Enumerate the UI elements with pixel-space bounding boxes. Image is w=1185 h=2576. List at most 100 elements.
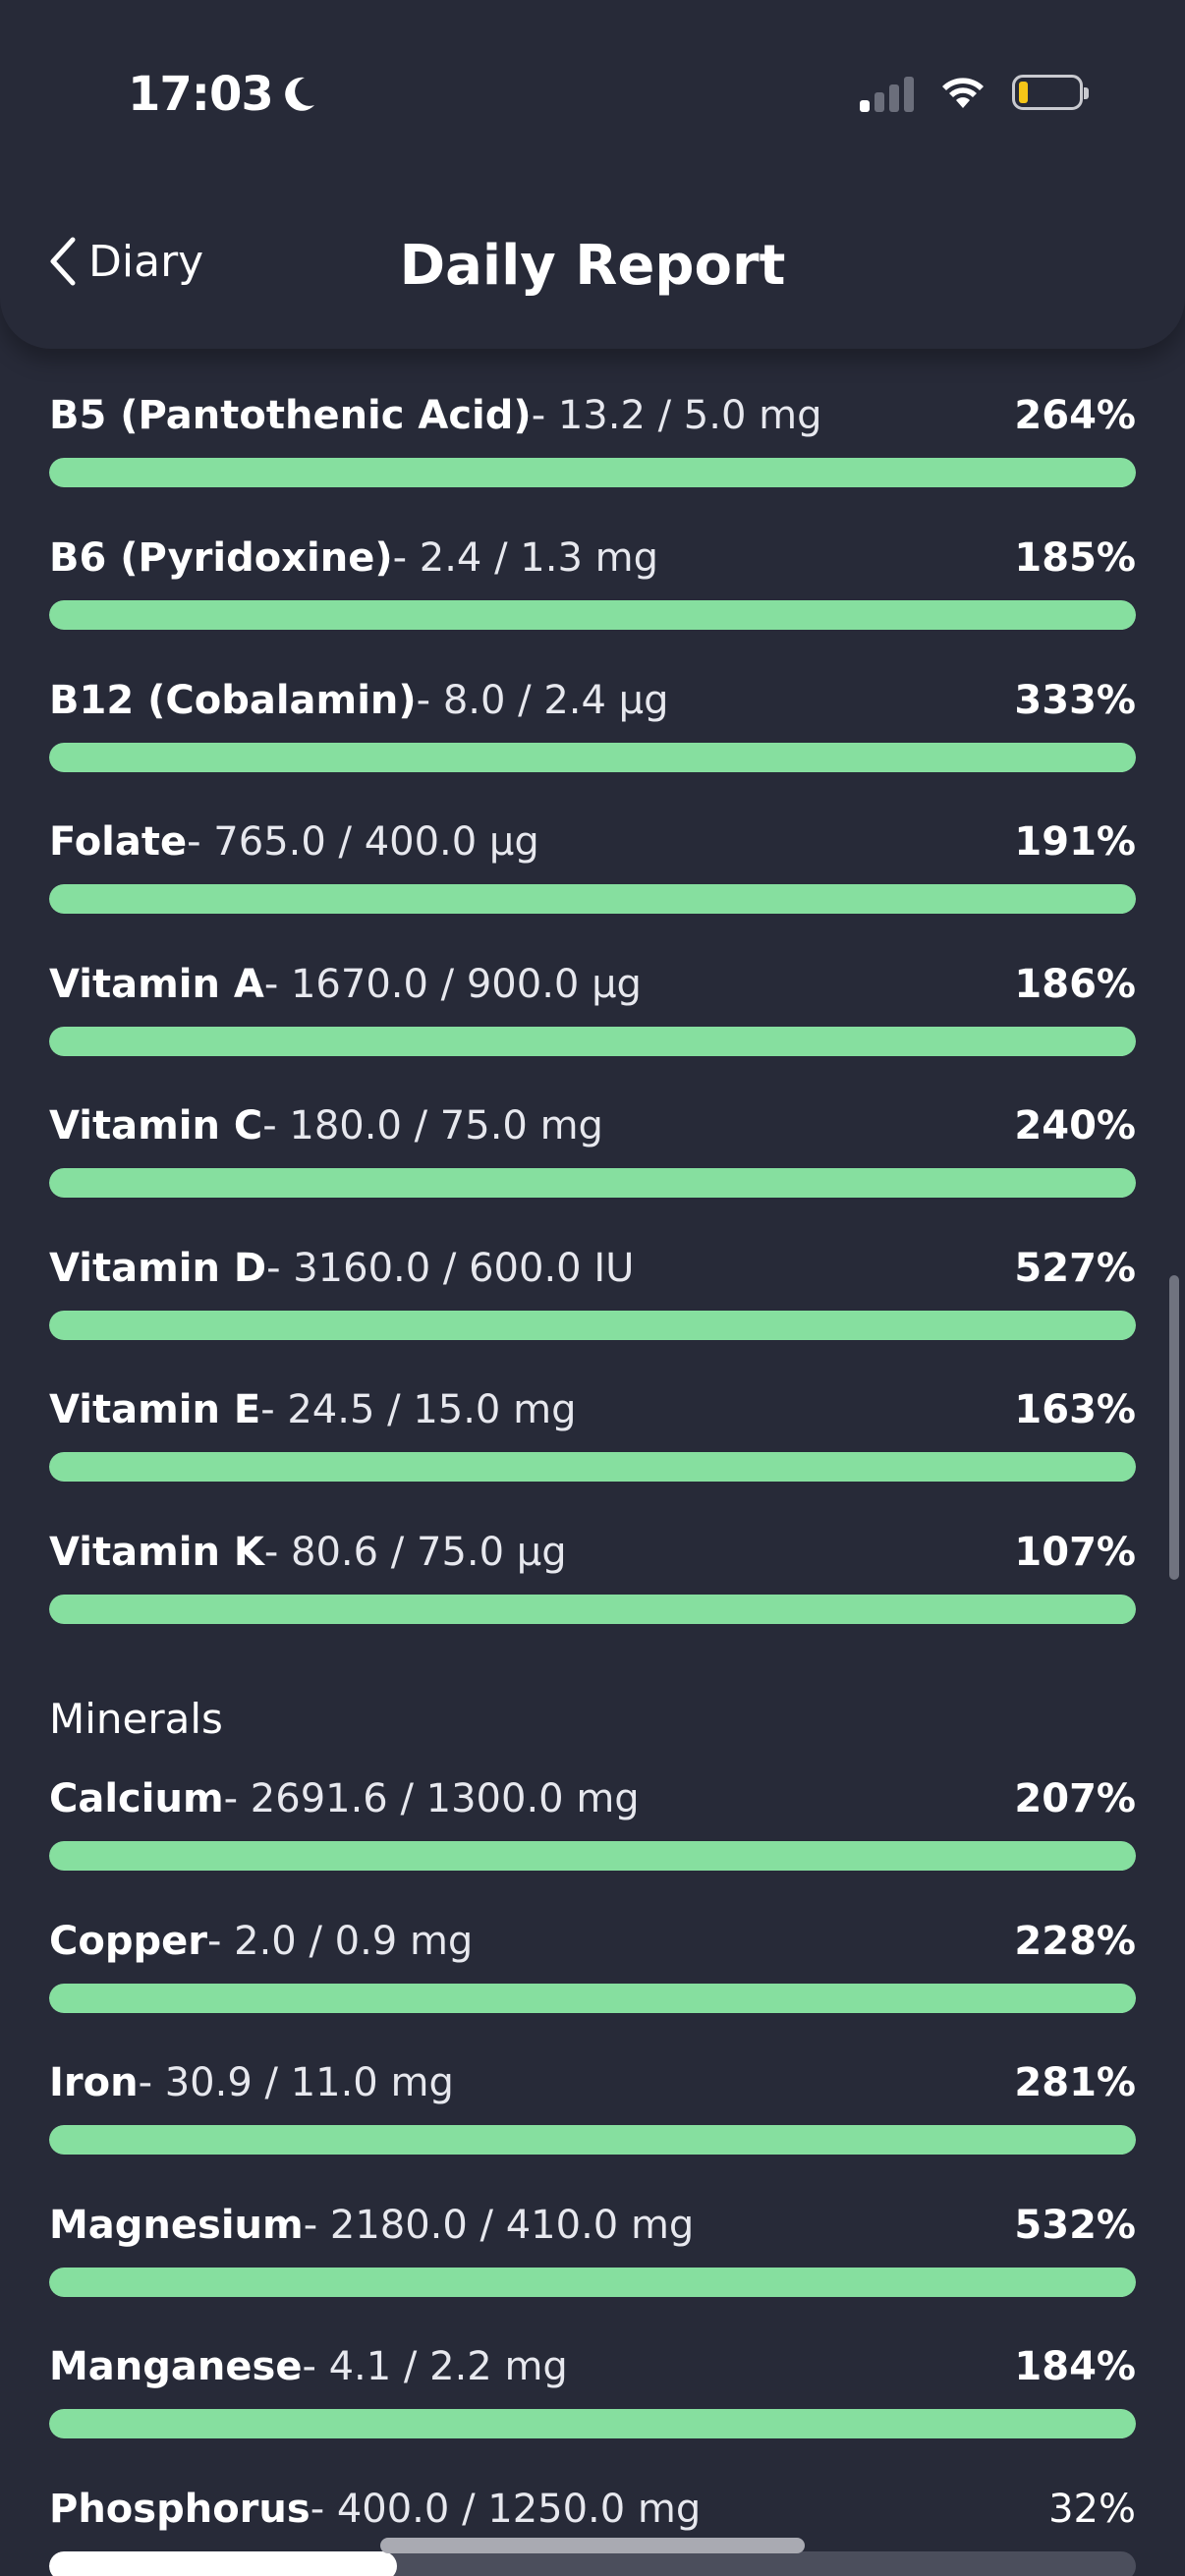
- nutrient-row-text: Folate- 765.0 / 400.0 μg 191%: [49, 819, 1136, 874]
- nutrient-name: Calcium: [49, 1776, 224, 1821]
- nutrient-name: Phosphorus: [49, 2487, 310, 2532]
- nutrient-name: B6 (Pyridoxine): [49, 535, 393, 581]
- nutrient-name: B5 (Pantothenic Acid): [49, 393, 532, 438]
- nutrient-amount: - 3160.0 / 600.0 IU: [266, 1246, 635, 1291]
- nutrient-amount: - 2.0 / 0.9 mg: [206, 1919, 474, 1964]
- nutrient-percent: 527%: [1014, 1246, 1136, 1291]
- nutrient-row-text: Vitamin D- 3160.0 / 600.0 IU 527%: [49, 1246, 1136, 1301]
- nutrient-amount: - 8.0 / 2.4 μg: [416, 678, 669, 723]
- chevron-left-icon: [50, 237, 76, 286]
- nutrient-row: Phosphorus- 400.0 / 1250.0 mg 32%: [49, 2487, 1136, 2576]
- status-icons: [860, 73, 1089, 112]
- nutrient-label: B12 (Cobalamin)- 8.0 / 2.4 μg: [49, 678, 669, 723]
- moon-icon: [285, 77, 314, 111]
- nutrient-percent: 281%: [1014, 2060, 1136, 2105]
- nutrient-percent: 240%: [1014, 1103, 1136, 1148]
- nutrient-name: Magnesium: [49, 2203, 304, 2248]
- progress-bar-fill: [49, 1027, 1136, 1056]
- nutrient-amount: - 765.0 / 400.0 μg: [187, 819, 539, 865]
- section-title-minerals: Minerals: [49, 1695, 223, 1743]
- nutrient-percent: 32%: [1048, 2487, 1136, 2532]
- nutrient-row: Vitamin K- 80.6 / 75.0 μg 107%: [49, 1530, 1136, 1624]
- nutrient-row-text: Magnesium- 2180.0 / 410.0 mg 532%: [49, 2203, 1136, 2258]
- progress-bar-fill: [49, 1595, 1136, 1624]
- nutrient-label: Calcium- 2691.6 / 1300.0 mg: [49, 1776, 640, 1821]
- nutrient-percent: 163%: [1014, 1387, 1136, 1432]
- home-indicator[interactable]: [380, 2538, 805, 2553]
- nutrient-label: Vitamin K- 80.6 / 75.0 μg: [49, 1530, 567, 1575]
- nutrient-amount: - 13.2 / 5.0 mg: [531, 393, 822, 438]
- progress-bar: [49, 1841, 1136, 1871]
- nutrient-percent: 107%: [1014, 1530, 1136, 1575]
- progress-bar-fill: [49, 458, 1136, 487]
- nutrient-row-text: Manganese- 4.1 / 2.2 mg 184%: [49, 2344, 1136, 2399]
- nutrient-label: B6 (Pyridoxine)- 2.4 / 1.3 mg: [49, 535, 658, 581]
- nutrient-amount: - 180.0 / 75.0 mg: [262, 1103, 603, 1148]
- nutrient-name: Vitamin D: [49, 1246, 267, 1291]
- nutrient-name: Manganese: [49, 2344, 303, 2389]
- nutrient-row: Vitamin C- 180.0 / 75.0 mg 240%: [49, 1103, 1136, 1198]
- nutrient-label: B5 (Pantothenic Acid)- 13.2 / 5.0 mg: [49, 393, 822, 438]
- wifi-icon: [942, 78, 984, 108]
- progress-bar: [49, 884, 1136, 914]
- nutrient-label: Copper- 2.0 / 0.9 mg: [49, 1919, 473, 1964]
- progress-bar: [49, 1027, 1136, 1056]
- nutrient-label: Vitamin D- 3160.0 / 600.0 IU: [49, 1246, 634, 1291]
- progress-bar: [49, 458, 1136, 487]
- progress-bar-fill: [49, 884, 1136, 914]
- nutrient-row-text: Vitamin A- 1670.0 / 900.0 μg 186%: [49, 962, 1136, 1017]
- nutrient-row: B5 (Pantothenic Acid)- 13.2 / 5.0 mg 264%: [49, 393, 1136, 487]
- nutrient-amount: - 80.6 / 75.0 μg: [263, 1530, 567, 1575]
- nutrient-row-text: B12 (Cobalamin)- 8.0 / 2.4 μg 333%: [49, 678, 1136, 733]
- progress-bar: [49, 1311, 1136, 1340]
- nutrient-row: Vitamin D- 3160.0 / 600.0 IU 527%: [49, 1246, 1136, 1340]
- nutrient-percent: 207%: [1014, 1776, 1136, 1821]
- nutrient-row: B6 (Pyridoxine)- 2.4 / 1.3 mg 185%: [49, 535, 1136, 630]
- nutrient-name: Folate: [49, 819, 188, 865]
- app-header: 17:03 Diary Daily Rep: [0, 0, 1185, 349]
- battery-icon: [1012, 75, 1089, 110]
- nutrient-row: Calcium- 2691.6 / 1300.0 mg 207%: [49, 1776, 1136, 1871]
- nutrient-amount: - 2691.6 / 1300.0 mg: [223, 1776, 640, 1821]
- nutrient-percent: 184%: [1014, 2344, 1136, 2389]
- nutrient-percent: 191%: [1014, 819, 1136, 865]
- clock-text: 17:03: [128, 67, 274, 122]
- nutrient-percent: 532%: [1014, 2203, 1136, 2248]
- back-button[interactable]: Diary: [47, 236, 203, 287]
- nutrient-row-text: Calcium- 2691.6 / 1300.0 mg 207%: [49, 1776, 1136, 1831]
- nutrient-amount: - 400.0 / 1250.0 mg: [310, 2487, 702, 2532]
- nutrient-row-text: Vitamin E- 24.5 / 15.0 mg 163%: [49, 1387, 1136, 1442]
- progress-bar-fill: [49, 2125, 1136, 2155]
- nutrient-name: Vitamin E: [49, 1387, 261, 1432]
- nutrient-row-text: B5 (Pantothenic Acid)- 13.2 / 5.0 mg 264%: [49, 393, 1136, 448]
- nutrient-row: Copper- 2.0 / 0.9 mg 228%: [49, 1919, 1136, 2013]
- progress-bar-fill: [49, 1984, 1136, 2013]
- nutrient-row-text: Vitamin K- 80.6 / 75.0 μg 107%: [49, 1530, 1136, 1585]
- progress-bar: [49, 1168, 1136, 1198]
- nutrient-row: Manganese- 4.1 / 2.2 mg 184%: [49, 2344, 1136, 2438]
- progress-bar: [49, 2268, 1136, 2297]
- nutrient-amount: - 2180.0 / 410.0 mg: [303, 2203, 695, 2248]
- nutrient-label: Magnesium- 2180.0 / 410.0 mg: [49, 2203, 694, 2248]
- nutrient-row: Magnesium- 2180.0 / 410.0 mg 532%: [49, 2203, 1136, 2297]
- nutrient-percent: 228%: [1014, 1919, 1136, 1964]
- nutrient-amount: - 1670.0 / 900.0 μg: [263, 962, 642, 1007]
- nutrient-name: Vitamin A: [49, 962, 264, 1007]
- progress-bar: [49, 2551, 1136, 2576]
- nutrient-row: Vitamin A- 1670.0 / 900.0 μg 186%: [49, 962, 1136, 1056]
- progress-bar-fill: [49, 1452, 1136, 1482]
- nutrient-name: B12 (Cobalamin): [49, 678, 417, 723]
- nutrient-row-text: Vitamin C- 180.0 / 75.0 mg 240%: [49, 1103, 1136, 1158]
- nutrient-amount: - 30.9 / 11.0 mg: [138, 2060, 454, 2105]
- nutrient-name: Copper: [49, 1919, 207, 1964]
- scrollbar[interactable]: [1169, 1275, 1179, 1580]
- progress-bar-fill: [49, 2268, 1136, 2297]
- nutrient-amount: - 4.1 / 2.2 mg: [302, 2344, 568, 2389]
- nutrient-name: Vitamin K: [49, 1530, 264, 1575]
- nutrient-row: Folate- 765.0 / 400.0 μg 191%: [49, 819, 1136, 914]
- nutrient-label: Folate- 765.0 / 400.0 μg: [49, 819, 539, 865]
- progress-bar: [49, 1984, 1136, 2013]
- nutrient-row-text: Copper- 2.0 / 0.9 mg 228%: [49, 1919, 1136, 1974]
